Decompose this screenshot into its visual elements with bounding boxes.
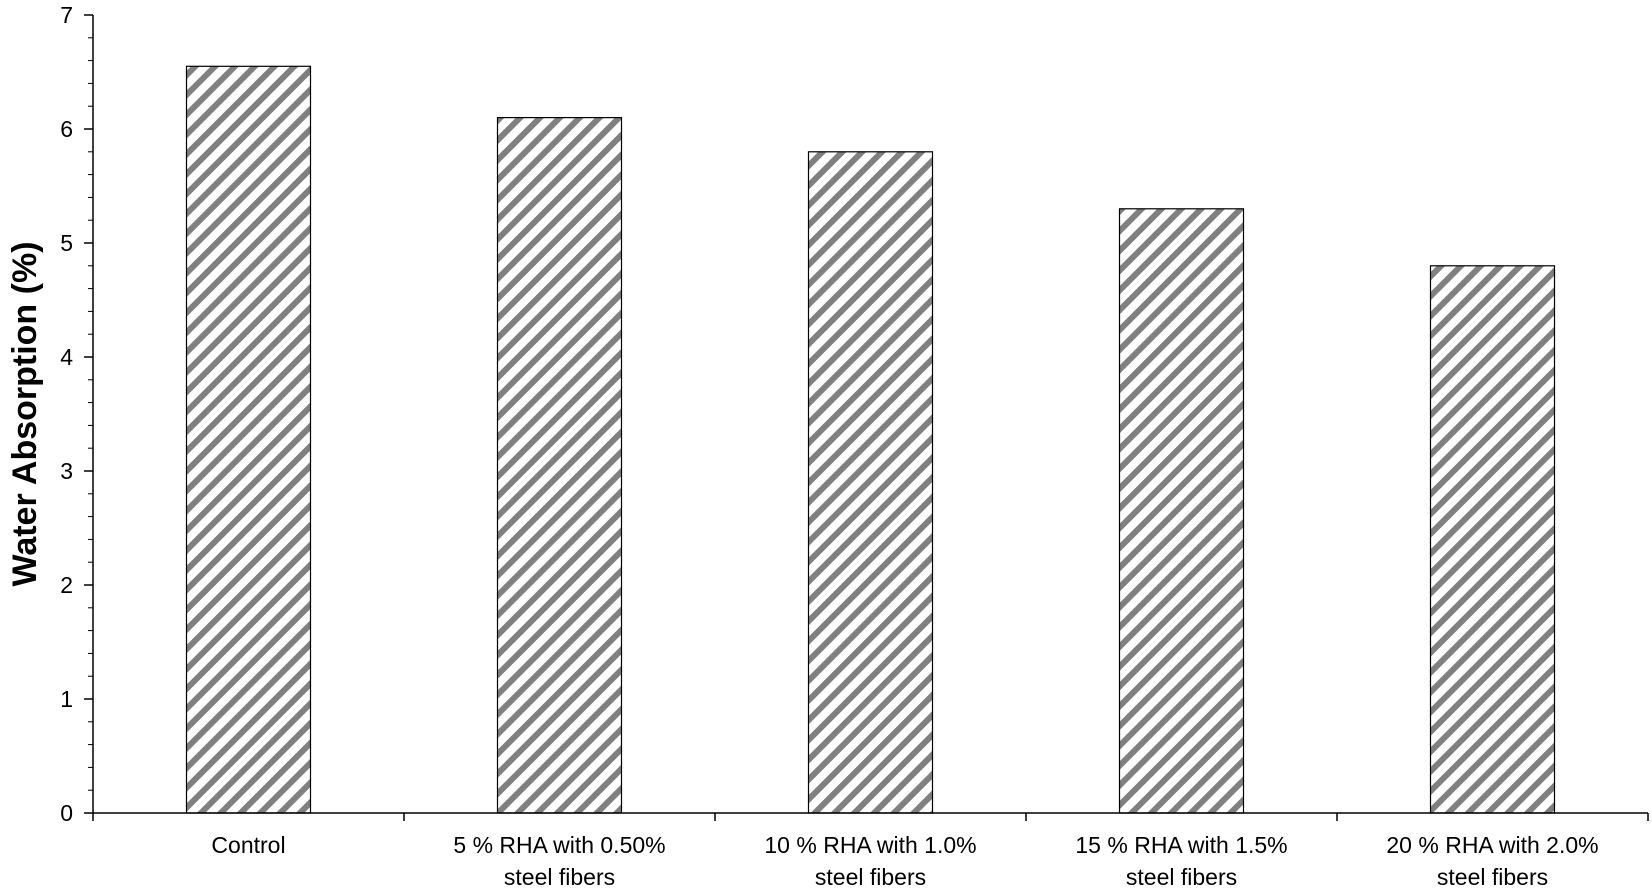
y-tick-label: 6 <box>60 116 73 142</box>
x-category-label: steel fibers <box>504 864 615 890</box>
x-category-label: 15 % RHA with 1.5% <box>1075 832 1287 858</box>
x-category-label: 20 % RHA with 2.0% <box>1386 832 1598 858</box>
bar-2 <box>807 151 934 814</box>
bar-0 <box>185 65 312 814</box>
y-tick-label: 4 <box>60 344 73 370</box>
axes-group <box>92 15 1648 814</box>
x-category-label: steel fibers <box>815 864 926 890</box>
x-category-label: 5 % RHA with 0.50% <box>453 832 665 858</box>
y-tick-label: 5 <box>60 230 73 256</box>
y-tick-label: 1 <box>60 686 73 712</box>
x-category-label: steel fibers <box>1126 864 1237 890</box>
x-category-label: Control <box>211 832 285 858</box>
y-tick-label: 7 <box>60 2 73 28</box>
y-ticks-group: 0 1 2 3 4 5 6 7 <box>60 2 93 826</box>
x-category-label: 10 % RHA with 1.0% <box>764 832 976 858</box>
y-tick-label: 3 <box>60 458 73 484</box>
bars-group <box>185 65 1556 814</box>
y-axis-title: Water Absorption (%) <box>6 241 44 586</box>
bar-4 <box>1429 265 1556 814</box>
y-tick-label: 0 <box>60 800 73 826</box>
y-tick-label: 2 <box>60 572 73 598</box>
x-ticks-group: Control 5 % RHA with 0.50% steel fibers 10 … <box>92 813 1649 890</box>
bar-1 <box>496 116 623 814</box>
bar-3 <box>1118 208 1245 814</box>
x-category-label: steel fibers <box>1437 864 1548 890</box>
